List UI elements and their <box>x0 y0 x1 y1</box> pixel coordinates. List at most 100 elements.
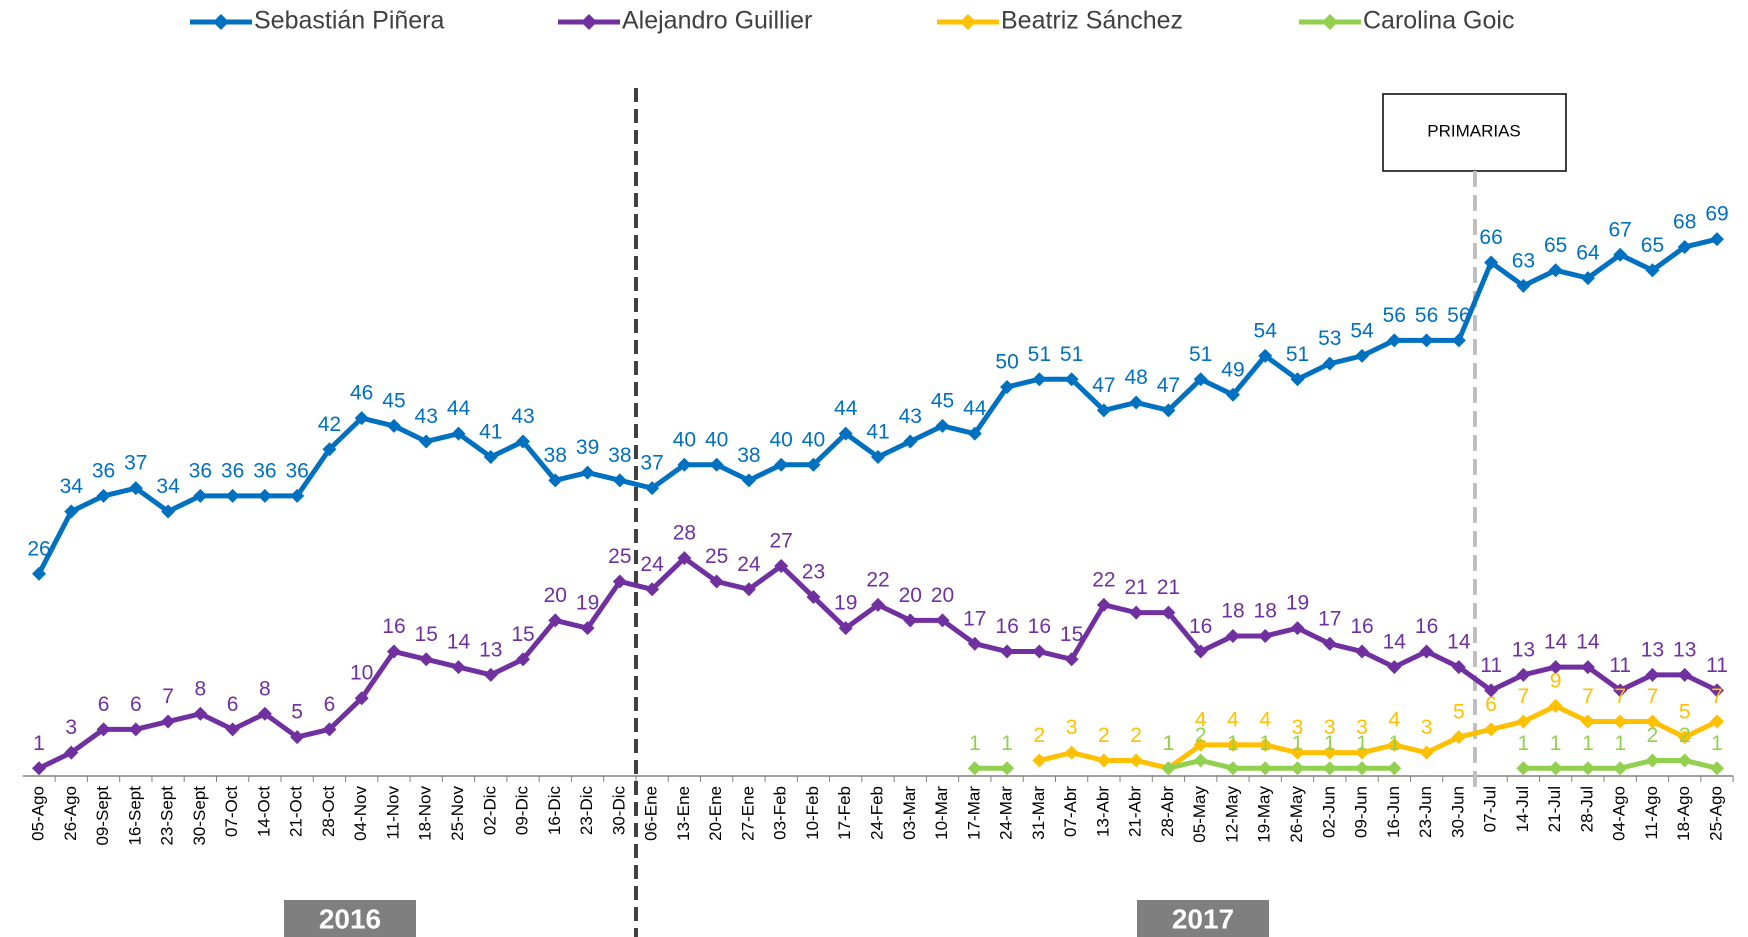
data-label: 1 <box>1163 732 1175 755</box>
data-label: 44 <box>963 397 987 420</box>
x-tick-label: 09-Jun <box>1352 786 1371 838</box>
data-label: 45 <box>382 389 405 412</box>
point <box>1645 667 1660 682</box>
data-label: 28 <box>673 522 696 545</box>
legend-label: Alejandro Guillier <box>622 7 812 35</box>
point <box>1032 644 1047 659</box>
x-tick-label: 03-Mar <box>900 786 919 840</box>
x-tick-label: 06-Ene <box>642 786 661 841</box>
point <box>1161 403 1176 418</box>
point <box>1710 761 1724 776</box>
point <box>322 722 337 737</box>
x-tick-label: 03-Feb <box>771 786 790 840</box>
data-label: 53 <box>1318 327 1341 350</box>
annotation: PRIMARIAS <box>1427 121 1521 140</box>
data-label: 42 <box>318 413 341 436</box>
series-line <box>36 236 1718 575</box>
point <box>1548 761 1563 776</box>
data-label: 17 <box>1318 607 1341 630</box>
x-tick-label: 28-Oct <box>319 786 338 837</box>
data-label: 17 <box>963 607 986 630</box>
point <box>290 730 305 745</box>
point <box>1193 372 1208 387</box>
data-label: 47 <box>1157 374 1180 397</box>
x-tick-label: 10-Mar <box>932 786 951 840</box>
point <box>1419 745 1434 760</box>
x-tick-label: 13-Abr <box>1093 786 1112 837</box>
data-label: 37 <box>124 452 147 475</box>
data-label: 54 <box>1254 319 1278 342</box>
point <box>1322 356 1337 371</box>
point <box>1484 255 1499 270</box>
x-tick-label: 16-Dic <box>545 786 564 836</box>
data-label: 21 <box>1157 576 1180 599</box>
data-label: 47 <box>1092 374 1115 397</box>
x-tick-label: 19-May <box>1255 786 1274 843</box>
point <box>1322 761 1337 776</box>
x-tick-label: 14-Jul <box>1513 786 1532 832</box>
point <box>580 621 595 636</box>
point <box>1225 387 1240 402</box>
data-label: 49 <box>1221 358 1244 381</box>
data-label: 51 <box>1028 343 1051 366</box>
point <box>1258 737 1273 752</box>
x-tick-label: 26-Ago <box>61 786 80 841</box>
data-label: 1 <box>1292 732 1304 755</box>
x-tick-label: 05-Ago <box>28 786 47 841</box>
x-tick-label: 24-Feb <box>867 786 886 840</box>
point <box>354 691 369 706</box>
point <box>1484 683 1499 698</box>
data-label: 14 <box>1576 631 1600 654</box>
data-label: 6 <box>130 693 142 716</box>
data-label: 13 <box>1512 638 1535 661</box>
point <box>1000 644 1015 659</box>
point <box>1451 333 1466 348</box>
data-label: 46 <box>350 382 373 405</box>
point <box>1419 644 1434 659</box>
point <box>1645 263 1660 278</box>
data-label: 7 <box>1647 685 1659 708</box>
x-tick-label: 18-Ago <box>1674 786 1693 841</box>
x-tick-label: 27-Ene <box>738 786 757 841</box>
data-label: 11 <box>1480 654 1502 677</box>
data-label: 4 <box>1259 708 1271 731</box>
annotation-box <box>1382 93 1567 172</box>
data-label: 20 <box>931 584 954 607</box>
point <box>1710 683 1724 698</box>
x-tick-label: 21-Jul <box>1545 786 1564 832</box>
point <box>1355 761 1370 776</box>
legend-marker <box>960 14 976 30</box>
x-tick-label: 26-May <box>1287 786 1306 843</box>
data-label: 63 <box>1512 249 1535 272</box>
data-label: 2 <box>1034 724 1046 747</box>
point <box>935 613 950 628</box>
data-label: 5 <box>1453 701 1465 724</box>
point <box>1258 761 1273 776</box>
point <box>1193 644 1208 659</box>
point <box>645 582 660 597</box>
data-label: 16 <box>1350 615 1373 638</box>
data-label: 51 <box>1286 343 1309 366</box>
point <box>1322 745 1337 760</box>
data-label: 13 <box>479 638 502 661</box>
x-tick-label: 12-May <box>1222 786 1241 843</box>
data-label: 8 <box>259 677 271 700</box>
point <box>32 566 46 581</box>
data-label: 38 <box>544 444 567 467</box>
point <box>354 411 369 426</box>
year-label: 2016 <box>319 903 381 934</box>
point <box>548 613 563 628</box>
data-label: 18 <box>1254 600 1277 623</box>
point <box>1710 714 1724 729</box>
point <box>1064 372 1079 387</box>
data-label: 9 <box>1550 670 1562 693</box>
point <box>225 722 240 737</box>
data-label: 40 <box>770 428 793 451</box>
point <box>1677 730 1692 745</box>
point <box>774 558 789 573</box>
point <box>257 706 272 721</box>
x-tick-label: 30-Jun <box>1448 786 1467 838</box>
data-label: 16 <box>1415 615 1438 638</box>
point <box>1064 652 1079 667</box>
